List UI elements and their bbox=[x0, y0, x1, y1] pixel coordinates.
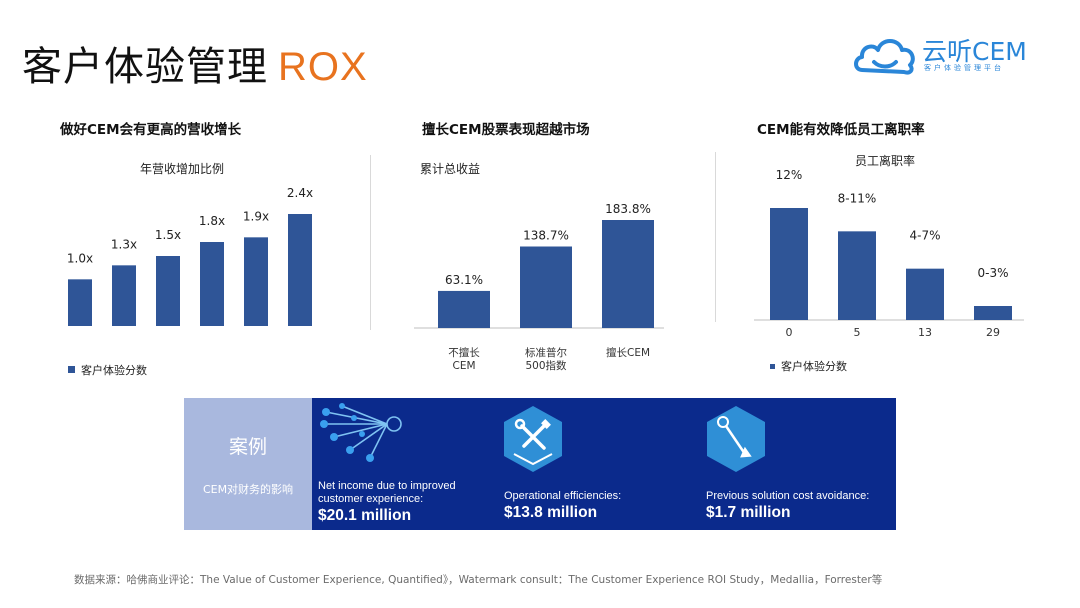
bar bbox=[244, 237, 268, 326]
bar bbox=[520, 246, 572, 328]
source-note: 数据来源：哈佛商业评论：The Value of Customer Experi… bbox=[74, 574, 883, 586]
bar bbox=[438, 290, 490, 328]
chart1-title: 做好CEM会有更高的营收增长 bbox=[60, 122, 242, 138]
category-label: 0 bbox=[786, 326, 793, 339]
bar bbox=[602, 220, 654, 328]
chart1-plot: 1.0x 1.3x 1.5x 1.8x 1.9x 2.4x bbox=[67, 186, 313, 326]
metric-label: Operational efficiencies: bbox=[504, 490, 622, 502]
bar bbox=[200, 242, 224, 326]
bar bbox=[906, 268, 944, 320]
title-chinese: 客户体验管理 bbox=[22, 44, 268, 90]
metric-cost-avoidance: Previous solution cost avoidance: $1.7 m… bbox=[706, 490, 891, 522]
data-label: 1.9x bbox=[243, 209, 269, 223]
chart3-legend: 客户体验分数 bbox=[770, 358, 847, 374]
chart2-title: 擅长CEM股票表现超越市场 bbox=[422, 122, 590, 138]
network-nodes-icon bbox=[320, 403, 402, 462]
case-metrics-panel bbox=[312, 398, 896, 530]
cloud-logo-icon bbox=[854, 39, 915, 75]
category-label: 29 bbox=[986, 326, 1000, 339]
metric-label: Previous solution cost avoidance: bbox=[706, 490, 870, 502]
data-label: 1.8x bbox=[199, 214, 225, 228]
category-label: 13 bbox=[918, 326, 932, 339]
data-label: 1.5x bbox=[155, 228, 181, 242]
logo-text: 云听CEM bbox=[922, 37, 1027, 66]
legend-label: 客户体验分数 bbox=[81, 364, 147, 377]
chart1-legend: 客户体验分数 bbox=[68, 362, 147, 378]
title-rox: ROX bbox=[278, 45, 368, 89]
category-label: 擅长CEM bbox=[606, 346, 650, 359]
chart3-plot: 12% 0 8-11% 5 4-7% 13 0-3% 29 bbox=[754, 168, 1024, 339]
arrow-down-hexagon-icon bbox=[707, 406, 765, 472]
data-label: 1.0x bbox=[67, 251, 93, 265]
data-label: 0-3% bbox=[977, 266, 1008, 280]
data-label: 4-7% bbox=[909, 229, 940, 243]
legend-label: 客户体验分数 bbox=[781, 360, 847, 373]
data-label: 8-11% bbox=[838, 191, 877, 205]
tools-hexagon-icon bbox=[504, 406, 562, 472]
bar bbox=[770, 208, 808, 320]
logo-subtitle: 客户体验管理平台 bbox=[924, 64, 1004, 72]
category-label: 不擅长 bbox=[448, 346, 480, 359]
legend-swatch bbox=[68, 366, 75, 373]
metric-label: Net income due to improved customer expe… bbox=[318, 480, 456, 505]
bar bbox=[68, 279, 92, 326]
case-subtitle: CEM对财务的影响 bbox=[202, 483, 294, 496]
chart1-subtitle: 年营收增加比例 bbox=[140, 162, 225, 176]
divider bbox=[370, 155, 371, 330]
bar bbox=[838, 231, 876, 320]
bar bbox=[974, 306, 1012, 320]
metric-value: $20.1 million bbox=[318, 507, 412, 524]
page-title: 客户体验管理 ROX bbox=[22, 34, 368, 92]
bar bbox=[112, 265, 136, 326]
bar bbox=[156, 256, 180, 326]
data-label: 63.1% bbox=[445, 273, 483, 287]
data-label: 12% bbox=[776, 168, 803, 182]
metric-net-income: Net income due to improved customer expe… bbox=[318, 480, 488, 525]
metric-operational: Operational efficiencies: $13.8 million bbox=[504, 490, 684, 522]
category-label: 标准普尔 bbox=[525, 346, 567, 359]
bar bbox=[288, 214, 312, 326]
chart3-subtitle: 员工离职率 bbox=[855, 154, 916, 168]
case-title: 案例 bbox=[228, 436, 267, 458]
data-label: 183.8% bbox=[605, 202, 651, 216]
case-label-panel bbox=[184, 398, 312, 530]
chart2-subtitle: 累计总收益 bbox=[420, 162, 481, 176]
metric-value: $1.7 million bbox=[706, 504, 791, 521]
legend-swatch bbox=[770, 364, 775, 369]
data-label: 2.4x bbox=[287, 186, 313, 200]
data-label: 1.3x bbox=[111, 237, 137, 251]
data-label: 138.7% bbox=[523, 229, 569, 243]
chart3-title: CEM能有效降低员工离职率 bbox=[757, 122, 925, 138]
metric-value: $13.8 million bbox=[504, 504, 598, 521]
category-label: 500指数 bbox=[525, 359, 567, 372]
category-label: CEM bbox=[452, 360, 475, 372]
divider bbox=[715, 152, 716, 322]
category-label: 5 bbox=[854, 326, 861, 339]
